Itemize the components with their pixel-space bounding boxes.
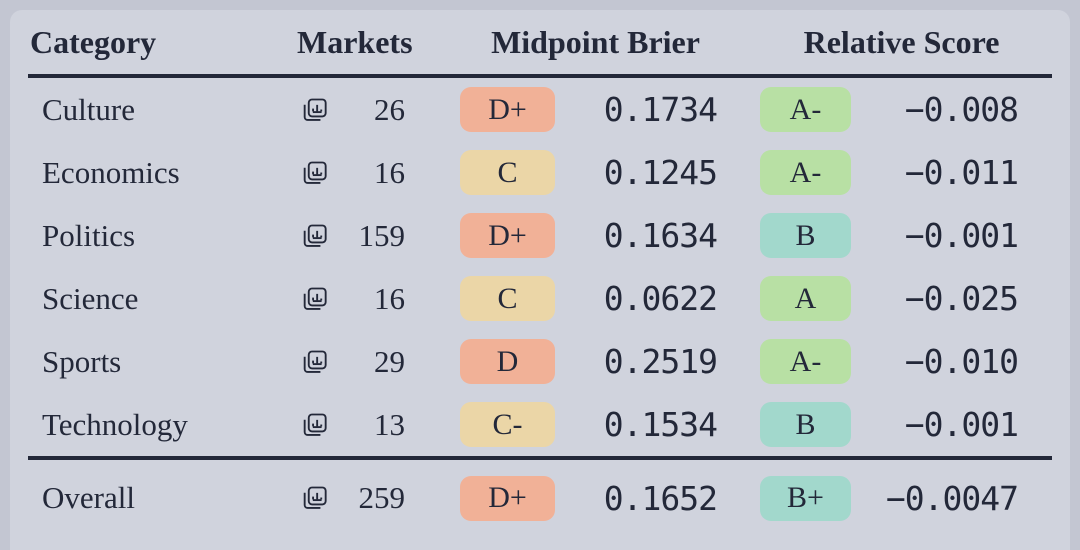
markets-chart-icon[interactable] [300, 222, 328, 250]
markets-count: 16 [374, 280, 405, 316]
markets-cell: 259 [285, 480, 405, 516]
brier-grade-badge: D [460, 339, 555, 384]
markets-chart-icon[interactable] [300, 411, 328, 439]
brier-value: 0.1634 [603, 216, 718, 255]
table-row: Science 16 C 0.0622 A −0.025 [28, 267, 1052, 330]
brier-value: 0.1245 [603, 153, 718, 192]
table-row: Politics 159 D+ 0.1634 B −0.001 [28, 204, 1052, 267]
category-label: Overall [42, 480, 135, 515]
markets-count: 13 [374, 406, 405, 442]
markets-cell: 16 [285, 155, 405, 191]
brier-grade-badge: D+ [460, 213, 555, 258]
relative-grade-badge: B+ [760, 475, 851, 521]
markets-count: 159 [358, 217, 406, 253]
scores-table: Category Markets Midpoint Brier Relative… [28, 10, 1052, 546]
relative-value: −0.011 [904, 153, 1019, 192]
header-relative-score: Relative Score [803, 23, 1000, 60]
brier-grade-badge: C [460, 276, 555, 321]
relative-grade-badge: A- [760, 150, 851, 195]
category-label: Science [42, 280, 139, 316]
markets-chart-icon[interactable] [300, 96, 328, 124]
relative-grade-badge: A- [760, 87, 851, 132]
category-label: Sports [42, 343, 122, 379]
markets-cell: 29 [285, 344, 405, 380]
brier-grade-badge: C- [460, 402, 555, 447]
relative-value: −0.0047 [885, 478, 1019, 518]
brier-value: 0.1652 [603, 478, 718, 518]
category-label: Culture [42, 91, 135, 127]
header-markets: Markets [297, 23, 413, 60]
markets-cell: 16 [285, 281, 405, 317]
relative-grade-badge: A [760, 276, 851, 321]
category-label: Economics [42, 154, 180, 190]
table-body: Culture 26 D+ 0.1734 A- −0.008 Economics… [28, 78, 1052, 460]
markets-cell: 13 [285, 407, 405, 443]
markets-chart-icon[interactable] [300, 159, 328, 187]
brier-value: 0.1534 [603, 405, 718, 444]
markets-chart-icon[interactable] [300, 285, 328, 313]
table-overall-row: Overall 259 D+ 0.1652 B+ −0.0047 [28, 460, 1052, 546]
table-row: Technology 13 C- 0.1534 B −0.001 [28, 393, 1052, 456]
relative-value: −0.010 [904, 342, 1019, 381]
markets-chart-icon[interactable] [300, 484, 328, 512]
relative-grade-badge: B [760, 213, 851, 258]
relative-grade-badge: B [760, 402, 851, 447]
brier-grade-badge: D+ [460, 475, 555, 521]
category-label: Technology [42, 406, 188, 442]
relative-value: −0.001 [904, 216, 1019, 255]
brier-grade-badge: C [460, 150, 555, 195]
table-header-row: Category Markets Midpoint Brier Relative… [28, 10, 1052, 78]
relative-value: −0.008 [904, 90, 1019, 129]
markets-cell: 26 [285, 92, 405, 128]
table-row: Economics 16 C 0.1245 A- −0.011 [28, 141, 1052, 204]
markets-cell: 159 [285, 218, 405, 254]
markets-count: 26 [374, 91, 405, 127]
table-row: Culture 26 D+ 0.1734 A- −0.008 [28, 78, 1052, 141]
markets-count: 16 [374, 154, 405, 190]
category-label: Politics [42, 217, 136, 253]
scores-table-card: Category Markets Midpoint Brier Relative… [10, 10, 1070, 550]
relative-grade-badge: A- [760, 339, 851, 384]
brier-grade-badge: D+ [460, 87, 555, 132]
brier-value: 0.2519 [603, 342, 718, 381]
relative-value: −0.001 [904, 405, 1019, 444]
markets-count: 259 [358, 480, 406, 515]
markets-count: 29 [374, 343, 405, 379]
brier-value: 0.1734 [603, 90, 718, 129]
table-row: Sports 29 D 0.2519 A- −0.010 [28, 330, 1052, 393]
markets-chart-icon[interactable] [300, 348, 328, 376]
relative-value: −0.025 [904, 279, 1019, 318]
header-category: Category [30, 23, 157, 60]
brier-value: 0.0622 [603, 279, 718, 318]
header-midpoint-brier: Midpoint Brier [491, 23, 700, 60]
